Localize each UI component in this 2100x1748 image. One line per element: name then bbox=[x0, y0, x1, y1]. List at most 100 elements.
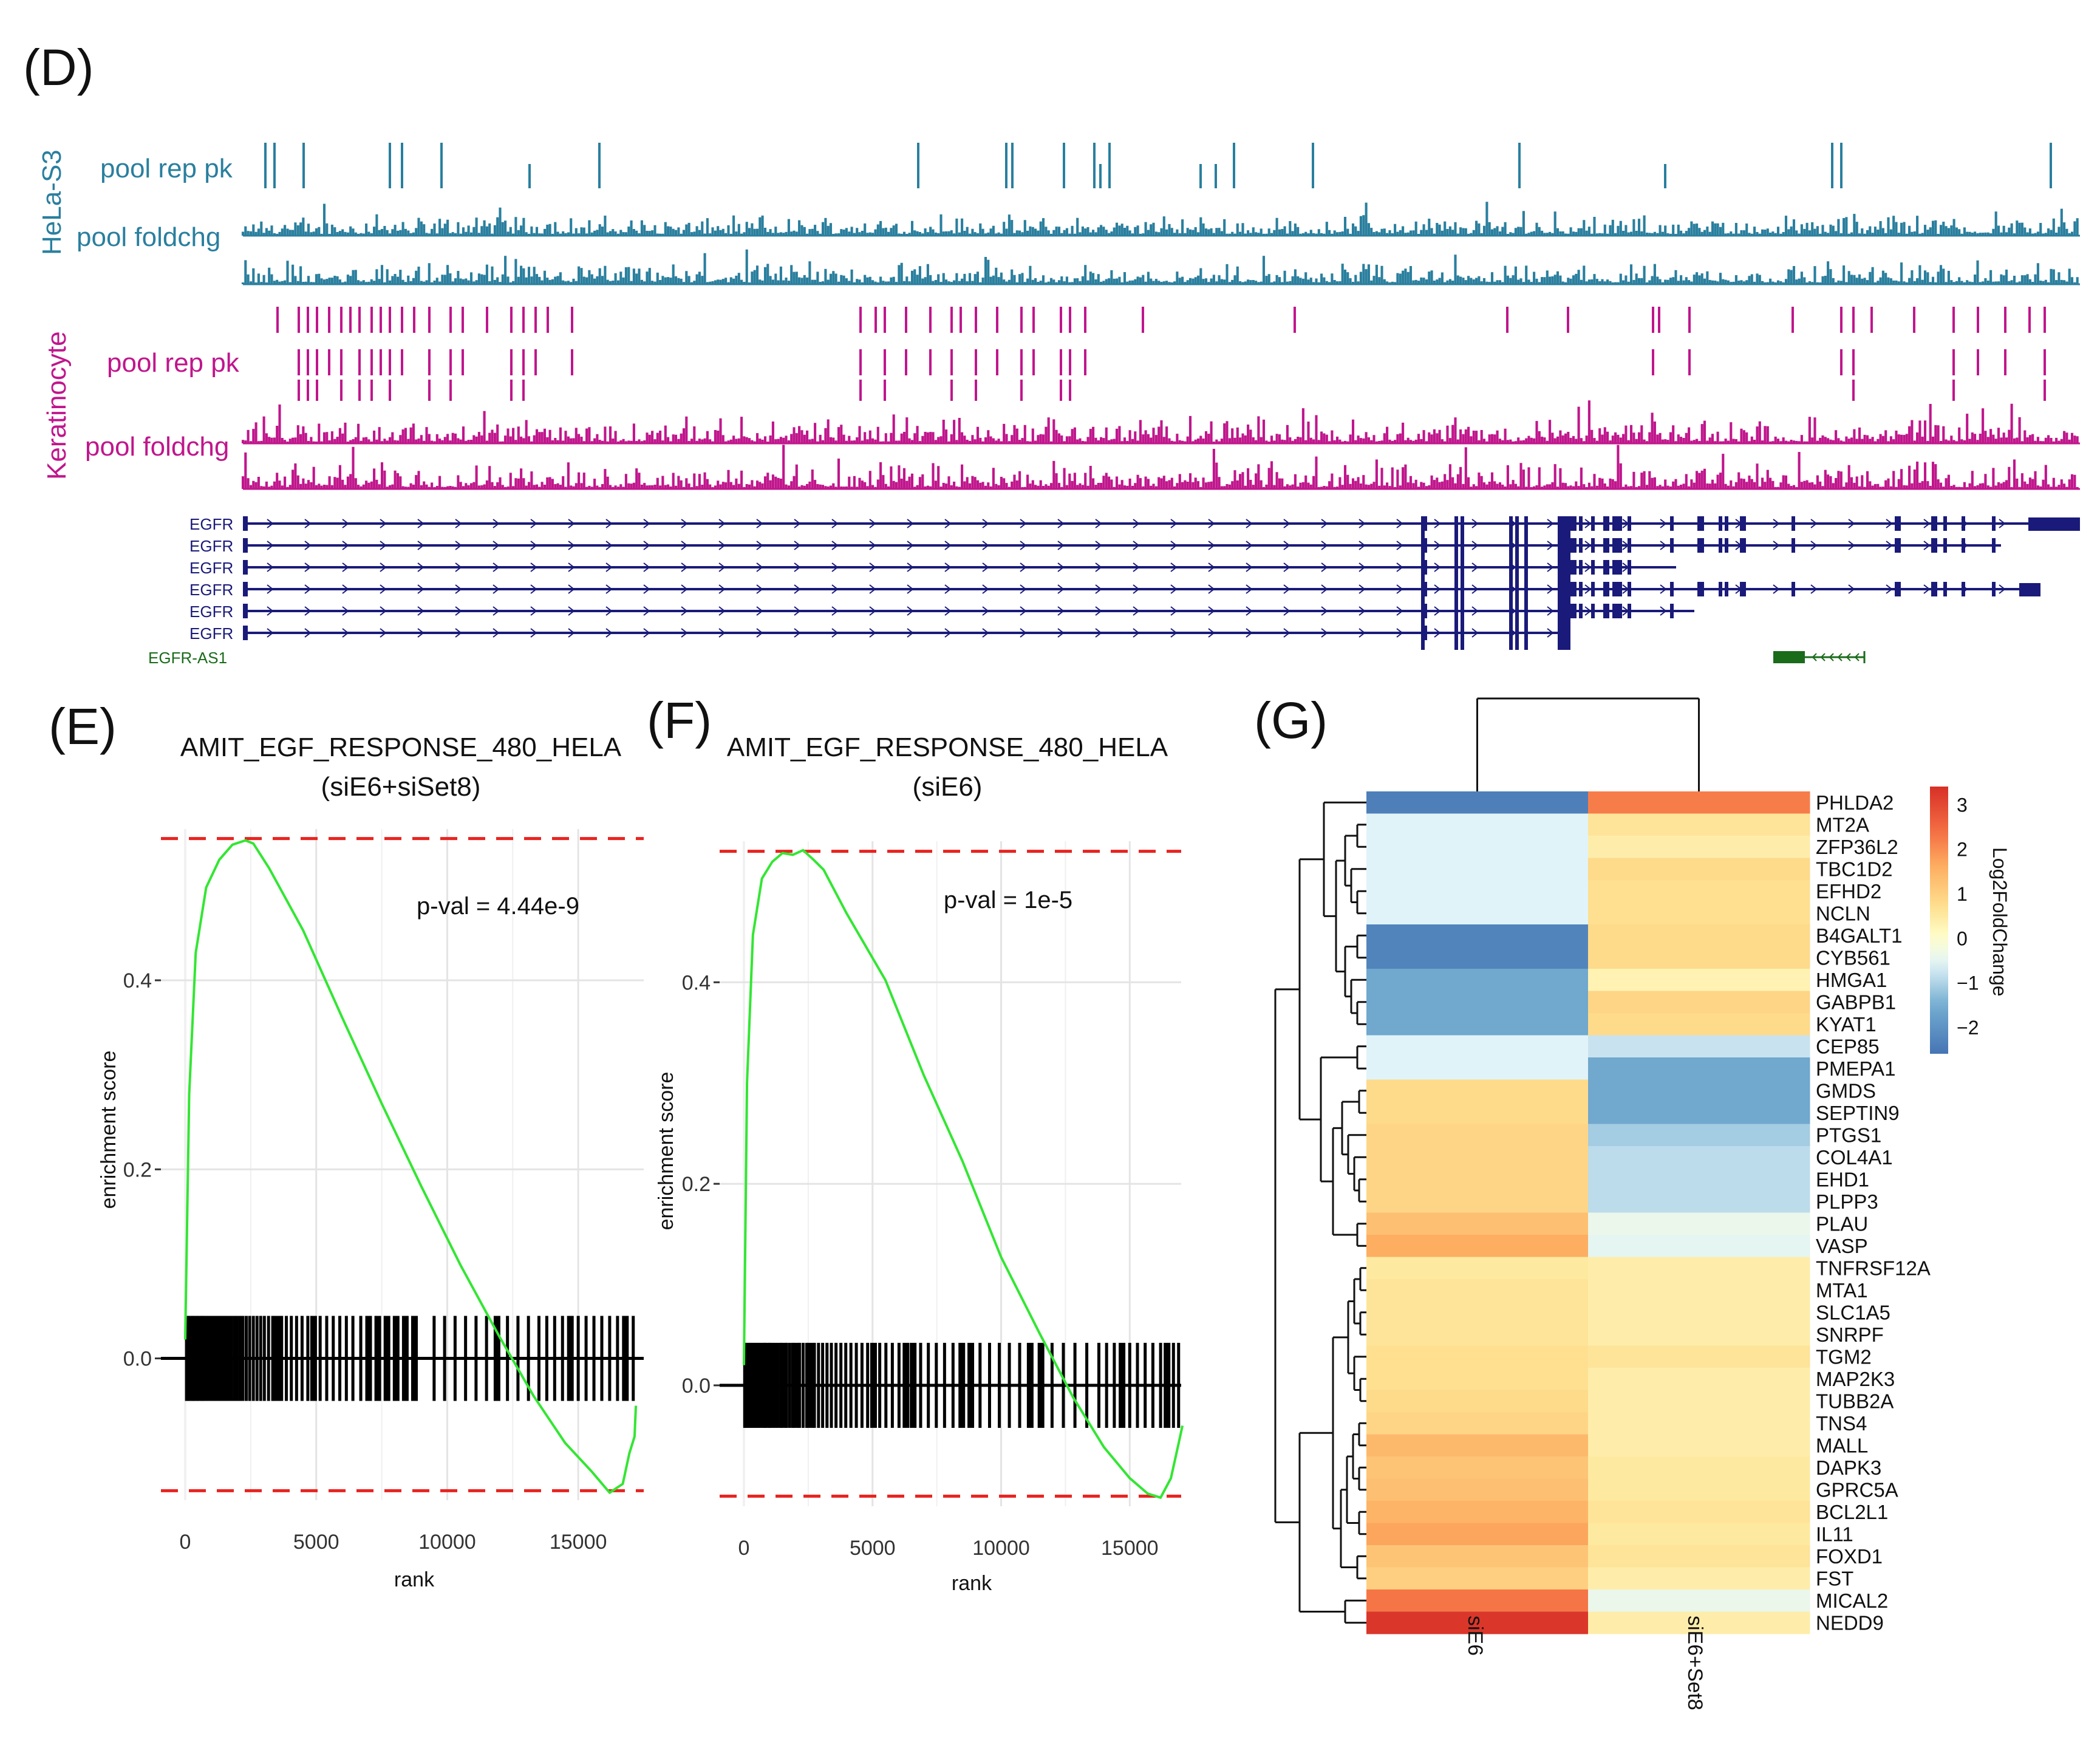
strand-arrow bbox=[1547, 541, 1554, 550]
keratinocyte-foldchange-track bbox=[241, 400, 2080, 490]
strand-arrow bbox=[1547, 519, 1554, 528]
exon bbox=[1603, 560, 1609, 575]
gene-label: EGFR bbox=[189, 559, 233, 577]
strand-arrow bbox=[1283, 584, 1290, 594]
exon bbox=[1931, 516, 1937, 531]
panel-e-label: (E) bbox=[49, 698, 117, 755]
exon bbox=[1573, 538, 1577, 553]
row-label: NEDD9 bbox=[1816, 1611, 1884, 1634]
strand-arrow bbox=[831, 628, 839, 638]
peak-mark bbox=[1011, 143, 1014, 188]
strand-arrow bbox=[907, 541, 914, 550]
peak-mark bbox=[1063, 143, 1065, 188]
exon bbox=[243, 604, 248, 618]
strand-arrow bbox=[1471, 562, 1479, 572]
peak-mark bbox=[302, 143, 305, 188]
heatmap-cell bbox=[1366, 1235, 1589, 1257]
strand-arrow bbox=[1810, 519, 1818, 528]
strand-arrow bbox=[1095, 541, 1102, 550]
peak-mark bbox=[547, 307, 549, 333]
strand-arrow bbox=[944, 519, 952, 528]
peak-mark bbox=[1294, 307, 1296, 333]
strand-arrow bbox=[982, 628, 989, 638]
peak-mark bbox=[428, 307, 431, 333]
strand-arrow bbox=[907, 606, 914, 616]
peak-mark bbox=[462, 307, 464, 333]
peak-mark bbox=[298, 307, 300, 333]
exon bbox=[1725, 538, 1728, 553]
strand-arrow bbox=[982, 584, 989, 594]
strand-arrow bbox=[1321, 562, 1328, 572]
strand-arrow bbox=[1359, 628, 1366, 638]
exon bbox=[1579, 604, 1583, 618]
heatmap-cell bbox=[1366, 1257, 1589, 1280]
heatmap-cell bbox=[1366, 902, 1589, 925]
hela-peak-track bbox=[264, 143, 2052, 188]
strand-arrow bbox=[1359, 584, 1366, 594]
strand-arrow bbox=[1246, 541, 1253, 550]
heatmap-cell bbox=[1588, 1168, 1810, 1191]
strand-arrow bbox=[530, 628, 537, 638]
strand-arrow bbox=[1095, 628, 1102, 638]
strand-arrow bbox=[1547, 562, 1554, 572]
strand-arrow bbox=[756, 584, 763, 594]
heatmap-cell bbox=[1366, 1035, 1589, 1058]
strand-arrow bbox=[267, 519, 274, 528]
heatmap-cell bbox=[1366, 924, 1589, 947]
heatmap-cell bbox=[1366, 836, 1589, 858]
peak-mark bbox=[1852, 380, 1855, 401]
panel-e-pvalue: p-val = 4.44e-9 bbox=[417, 893, 579, 920]
row-label: NCLN bbox=[1816, 902, 1870, 924]
gene-label: EGFR bbox=[189, 515, 233, 533]
gene-label: EGFR bbox=[189, 624, 233, 643]
heatmap-cell bbox=[1588, 858, 1810, 881]
strand-arrow bbox=[1246, 519, 1253, 528]
heatmap-cell bbox=[1588, 1035, 1810, 1058]
strand-arrow bbox=[681, 562, 688, 572]
strand-arrow bbox=[493, 519, 500, 528]
exon bbox=[1962, 538, 1965, 553]
heatmap-cell bbox=[1366, 1611, 1589, 1634]
peak-mark bbox=[307, 349, 309, 375]
strand-arrow bbox=[643, 628, 650, 638]
peak-mark bbox=[1108, 143, 1111, 188]
peak-mark bbox=[1142, 307, 1144, 333]
peak-mark bbox=[328, 349, 330, 375]
heatmap-cell bbox=[1588, 880, 1810, 903]
strand-arrow bbox=[1133, 606, 1140, 616]
exon bbox=[1628, 582, 1631, 596]
peak-mark bbox=[1084, 307, 1086, 333]
peak-mark bbox=[950, 307, 953, 333]
heatmap-cell bbox=[1588, 1301, 1810, 1324]
strand-arrow bbox=[455, 584, 462, 594]
heatmap-cell bbox=[1366, 1124, 1589, 1147]
strand-arrow bbox=[1359, 541, 1366, 550]
strand-arrow bbox=[342, 519, 349, 528]
heatmap-cell bbox=[1588, 1478, 1810, 1501]
strand-arrow bbox=[831, 606, 839, 616]
strand-arrow bbox=[342, 541, 349, 550]
strand-arrow bbox=[1208, 606, 1215, 616]
heatmap-cell bbox=[1366, 1390, 1589, 1413]
peak-mark bbox=[428, 349, 431, 375]
exon bbox=[1697, 582, 1701, 596]
strand-arrow bbox=[493, 541, 500, 550]
strand-arrow bbox=[1660, 606, 1667, 616]
strand-arrow bbox=[493, 628, 500, 638]
foldchange-bars bbox=[241, 445, 2079, 489]
peak-mark bbox=[950, 380, 953, 401]
strand-arrow bbox=[643, 606, 650, 616]
peak-mark bbox=[2044, 307, 2046, 333]
exon bbox=[2019, 583, 2040, 596]
exon bbox=[1612, 582, 1618, 596]
strand-arrow bbox=[1208, 541, 1215, 550]
strand-arrow bbox=[1020, 628, 1027, 638]
peak-mark bbox=[1069, 307, 1071, 333]
strand-arrow bbox=[1057, 541, 1065, 550]
strand-arrow bbox=[304, 628, 312, 638]
strand-arrow bbox=[869, 628, 876, 638]
exon bbox=[1725, 516, 1728, 531]
exon bbox=[1992, 582, 1996, 596]
foldchange-bars bbox=[241, 202, 2079, 236]
peak-mark bbox=[1032, 349, 1035, 375]
